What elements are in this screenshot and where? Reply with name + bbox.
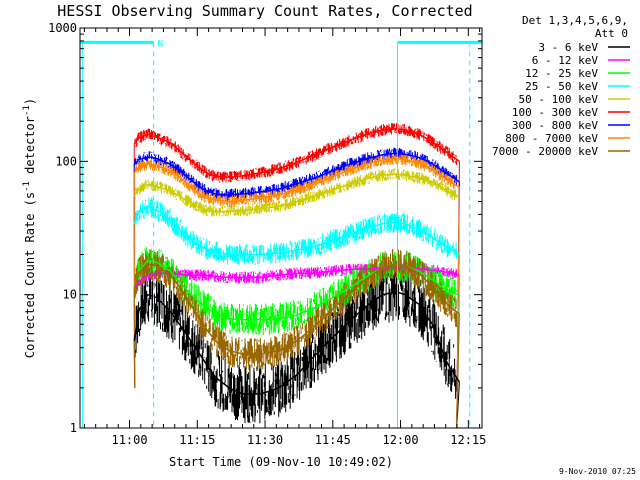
annotation-layer: N: [80, 39, 482, 428]
legend-label: 25 - 50 keV: [525, 80, 598, 93]
series-line: [133, 259, 460, 321]
x-tick-label: 12:15: [450, 433, 486, 447]
chart-title: HESSI Observing Summary Count Rates, Cor…: [57, 2, 473, 20]
x-tick-label: 11:45: [315, 433, 351, 447]
y-tick-label: 1: [70, 421, 77, 435]
legend-label: 100 - 300 keV: [512, 106, 598, 119]
series-line: [133, 128, 460, 178]
series-line: [133, 152, 460, 196]
y-tick-label: 100: [55, 154, 77, 168]
series-line: [133, 173, 460, 213]
footer-timestamp: 9-Nov-2010 07:25: [559, 467, 636, 476]
y-tick-label: 10: [63, 288, 77, 302]
y-axis-title-sup1: -1: [22, 181, 32, 192]
legend-label: 7000 - 20000 keV: [492, 145, 598, 158]
series-line: [133, 291, 461, 395]
y-axis-title-end: ): [23, 98, 37, 105]
x-axis-title: Start Time (09-Nov-10 10:49:02): [169, 455, 393, 469]
y-axis-title-mid: detector: [23, 116, 37, 181]
x-tick-label: 11:30: [247, 433, 283, 447]
x-tick-label: 11:00: [111, 433, 147, 447]
noise-layer: [133, 123, 460, 429]
legend-label: 3 - 6 keV: [538, 41, 598, 54]
y-axis-title-sup2: -1: [22, 105, 32, 116]
x-tick-label: 11:15: [179, 433, 215, 447]
legend-label: 300 - 800 keV: [512, 119, 598, 132]
legend-header-line-2: Att 0: [595, 27, 628, 40]
flag-label: N: [158, 39, 163, 49]
series-line: [133, 157, 460, 203]
y-tick-label: 1000: [48, 21, 77, 35]
x-axis: 11:00 11:15 11:30 11:45 12:00 12:15: [83, 28, 486, 447]
series-line: [133, 205, 460, 256]
legend-label: 800 - 7000 keV: [505, 132, 598, 145]
y-axis-title: Corrected Count Rate (s-1 detector-1): [22, 98, 37, 358]
legend-label: 12 - 25 keV: [525, 67, 598, 80]
legend-header-line-1: Det 1,3,4,5,6,9,: [522, 14, 628, 27]
plot-frame: [79, 27, 483, 429]
series-edge: [456, 313, 460, 429]
x-tick-label: 12:00: [382, 433, 418, 447]
legend-label: 6 - 12 keV: [532, 54, 599, 67]
y-axis-title-main: Corrected Count Rate (s: [23, 192, 37, 358]
series-line: [133, 263, 460, 355]
y-axis: 1 10 100 1000: [48, 21, 482, 435]
series-layer: [133, 128, 461, 395]
legend-label: 50 - 100 keV: [519, 93, 599, 106]
